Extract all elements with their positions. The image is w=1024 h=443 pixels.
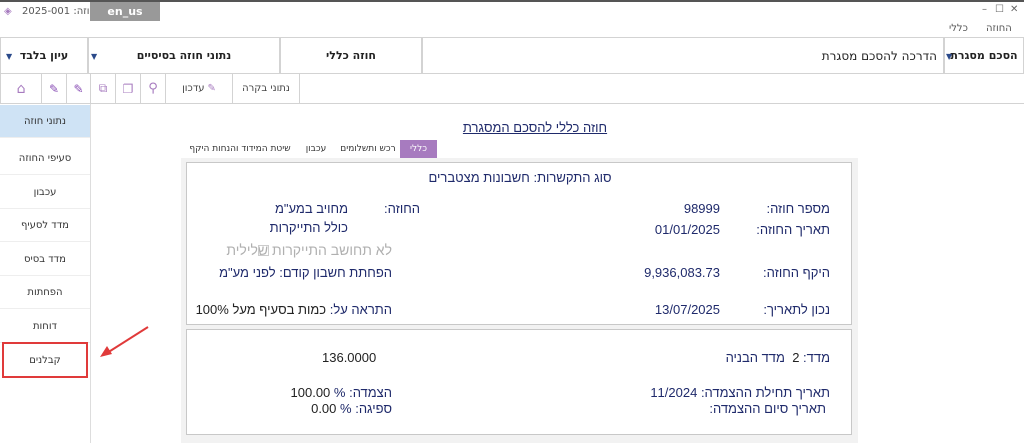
- linkage-start: תאריך תחילת ההצמדה: 11/2024: [650, 385, 830, 400]
- prev-deduction-value: לפני מע"מ: [219, 265, 276, 280]
- sidebar-item-label: מדד בסיס: [24, 253, 66, 265]
- sidebar-border: [90, 104, 91, 443]
- toolbar-divider: [0, 103, 1024, 104]
- sidebar-item-base-index[interactable]: מדד בסיס: [0, 243, 90, 276]
- sidebar-item-contract-data[interactable]: נתוני חוזה: [0, 105, 90, 138]
- linkage-percent-value: 100.00: [290, 385, 331, 400]
- framework-dropdown[interactable]: הסכם מסגרת: [944, 37, 1024, 74]
- sidebar-item-contractors[interactable]: קבלנים: [2, 342, 88, 378]
- prev-deduction-label: הפחתת חשבון קודם: לפני מע"מ: [219, 265, 392, 280]
- index-label: מדד:: [803, 350, 830, 365]
- sidebar-item-label: נתוני חוזה: [24, 115, 66, 127]
- contract-date-label: תאריך החוזה:: [756, 222, 830, 237]
- contract-scope-label: היקף החוזה:: [763, 265, 830, 280]
- framework-label: הסכם מסגרת: [950, 49, 1018, 62]
- search-icon[interactable]: ⚲: [141, 74, 166, 103]
- new-window-icon[interactable]: ❐: [116, 74, 141, 103]
- prev-deduction-label-text: הפחתת חשבון קודם:: [279, 265, 392, 280]
- tab-measurement-discounts[interactable]: שיטת המידוד והנחות היקף: [189, 144, 291, 154]
- pin-icon[interactable]: ✎: [67, 74, 91, 103]
- restore-window-icon[interactable]: ⧉: [91, 74, 116, 103]
- linkage-start-value: 11/2024: [650, 385, 698, 400]
- sidebar-item-reports[interactable]: דוחות: [0, 310, 90, 343]
- engagement-type: סוג התקשרות: חשבונות מצטברים: [428, 170, 612, 185]
- app-logo-icon: ◈: [4, 6, 12, 17]
- contract-vat-value: מחויב במע"מ: [274, 201, 348, 216]
- basic-data-label: נתוני חוזה בסיסיים: [136, 49, 232, 62]
- index-value: 136.0000: [322, 350, 377, 365]
- as-of-date-value: 13/07/2025: [654, 302, 720, 317]
- chevron-down-icon[interactable]: ▼: [91, 52, 98, 61]
- index-field: מדד: 2 מדד הבניה: [726, 350, 830, 365]
- menu-contract[interactable]: החוזה: [986, 23, 1012, 34]
- chevron-down-icon[interactable]: ▼: [6, 52, 13, 61]
- as-of-date-label: נכון לתאריך:: [763, 302, 830, 317]
- guide-label: הדרכה להסכם מסגרת: [821, 48, 937, 63]
- general-contract-button[interactable]: חוזה כללי: [280, 37, 422, 74]
- absorb-percent: ספיגה: % 0.00: [311, 401, 392, 416]
- guide-field[interactable]: הדרכה להסכם מסגרת: [422, 37, 944, 74]
- update-label: עדכון: [182, 83, 205, 94]
- tab-purchasing-payments[interactable]: רכש ותשלומים: [340, 144, 396, 154]
- control-data-button[interactable]: נתוני בקרה: [233, 74, 300, 103]
- tab-retention[interactable]: עכבון: [305, 144, 327, 154]
- sidebar-item-label: עכבון: [33, 186, 57, 198]
- sidebar-item-label: מדד לסעיף: [21, 219, 69, 231]
- update-button[interactable]: ✎ עדכון: [166, 74, 233, 103]
- maximize-button[interactable]: ☐: [995, 4, 1004, 15]
- page-title: חוזה כללי להסכם המסגרת: [462, 120, 608, 135]
- sidebar-item-label: קבלנים: [29, 354, 61, 366]
- alert-field: התראה על: כמות בסעיף מעל 100%: [196, 302, 392, 317]
- no-negative-indexation-label: לא תחושב התייקרות שלילית: [226, 242, 392, 258]
- chevron-down-icon[interactable]: ▼: [946, 52, 953, 61]
- sidebar-item-label: דוחות: [32, 320, 57, 332]
- sidebar-item-section-index[interactable]: מדד לסעיף: [0, 209, 90, 242]
- linkage-start-label: תאריך תחילת ההצמדה:: [700, 385, 830, 400]
- sidebar-item-contract-sections[interactable]: סעיפי החוזה: [0, 142, 90, 175]
- alert-label: התראה על:: [329, 302, 392, 317]
- linkage-percent: הצמדה: % 100.00: [291, 385, 392, 400]
- alert-value: כמות בסעיף מעל 100%: [195, 302, 327, 317]
- index-number: 2: [792, 350, 800, 365]
- minimize-button[interactable]: –: [982, 4, 987, 15]
- view-only-label: עיון בלבד: [19, 49, 69, 62]
- sidebar-item-label: סעיפי החוזה: [18, 152, 72, 164]
- control-data-label: נתוני בקרה: [242, 83, 290, 94]
- no-negative-indexation-checkbox[interactable]: [258, 245, 269, 256]
- basic-data-dropdown[interactable]: נתוני חוזה בסיסיים: [88, 37, 280, 74]
- close-button[interactable]: ✕: [1010, 4, 1019, 15]
- contract-vat-label: החוזה:: [384, 201, 420, 216]
- contract-indexation-value: כולל התייקרות: [269, 220, 348, 235]
- linkage-end-label: תאריך סיום ההצמדה:: [709, 401, 826, 416]
- tab-general[interactable]: כללי: [400, 140, 437, 158]
- sidebar-item-retention[interactable]: עכבון: [0, 176, 90, 209]
- sidebar-item-label: הפחתות: [27, 286, 63, 298]
- annotation-arrow-icon: [100, 326, 149, 357]
- absorb-percent-label: ספיגה: %: [340, 401, 392, 416]
- pin-icon[interactable]: ✎: [42, 74, 67, 103]
- window-title: חוזה: 2025-001: [22, 6, 96, 17]
- contract-number-label: מספר חוזה:: [766, 201, 830, 216]
- index-name: מדד הבניה: [725, 350, 785, 365]
- index-section: [186, 329, 852, 435]
- general-section: [186, 162, 852, 325]
- home-icon[interactable]: ⌂: [0, 74, 42, 103]
- view-only-dropdown[interactable]: עיון בלבד: [0, 37, 88, 74]
- sidebar-item-deductions[interactable]: הפחתות: [0, 276, 90, 309]
- contract-scope-value: 9,936,083.73: [644, 265, 720, 280]
- linkage-percent-label: הצמדה: %: [333, 385, 392, 400]
- contract-number-value: 98999: [683, 201, 720, 216]
- contract-date-value: 01/01/2025: [654, 222, 720, 237]
- window-top-border: [0, 0, 1024, 2]
- edit-icon: ✎: [207, 83, 216, 94]
- menu-general[interactable]: כללי: [949, 23, 968, 34]
- absorb-percent-value: 0.00: [311, 401, 337, 416]
- language-tab[interactable]: en_us: [90, 2, 160, 21]
- general-contract-label: חוזה כללי: [326, 49, 376, 62]
